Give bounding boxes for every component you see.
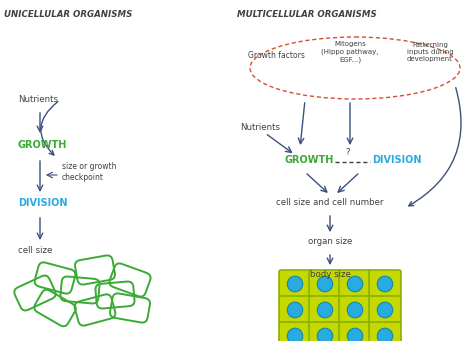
- FancyBboxPatch shape: [369, 296, 401, 324]
- Text: GROWTH: GROWTH: [285, 155, 334, 165]
- Text: cell size and cell number: cell size and cell number: [276, 198, 384, 207]
- FancyArrowPatch shape: [409, 88, 461, 206]
- Ellipse shape: [317, 302, 333, 318]
- Ellipse shape: [377, 328, 392, 341]
- Text: Mitogens
(Hippo pathway,
EGF...): Mitogens (Hippo pathway, EGF...): [321, 41, 379, 63]
- Text: Nutrients: Nutrients: [240, 123, 280, 133]
- FancyBboxPatch shape: [279, 270, 311, 298]
- Text: Growth factors: Growth factors: [247, 50, 304, 59]
- Ellipse shape: [347, 302, 363, 318]
- Ellipse shape: [347, 276, 363, 292]
- Text: Nutrients: Nutrients: [18, 95, 58, 104]
- FancyBboxPatch shape: [339, 296, 371, 324]
- FancyBboxPatch shape: [309, 270, 341, 298]
- FancyBboxPatch shape: [339, 270, 371, 298]
- Text: GROWTH: GROWTH: [18, 140, 67, 150]
- Ellipse shape: [287, 328, 303, 341]
- Text: size or growth
checkpoint: size or growth checkpoint: [62, 162, 117, 182]
- FancyBboxPatch shape: [309, 322, 341, 341]
- FancyBboxPatch shape: [279, 296, 311, 324]
- FancyBboxPatch shape: [279, 322, 311, 341]
- Text: DIVISION: DIVISION: [372, 155, 421, 165]
- Text: body size: body size: [310, 270, 350, 279]
- FancyBboxPatch shape: [369, 322, 401, 341]
- FancyArrowPatch shape: [41, 102, 58, 155]
- Text: UNICELLULAR ORGANISMS: UNICELLULAR ORGANISMS: [4, 10, 132, 19]
- Ellipse shape: [287, 276, 303, 292]
- Text: DIVISION: DIVISION: [18, 198, 67, 208]
- Text: organ size: organ size: [308, 237, 352, 246]
- Ellipse shape: [347, 328, 363, 341]
- Text: cell size: cell size: [18, 246, 52, 255]
- FancyBboxPatch shape: [339, 322, 371, 341]
- Ellipse shape: [377, 276, 392, 292]
- Text: MULTICELLULAR ORGANISMS: MULTICELLULAR ORGANISMS: [237, 10, 377, 19]
- FancyBboxPatch shape: [369, 270, 401, 298]
- Text: Patterning
inputs during
development: Patterning inputs during development: [407, 42, 453, 62]
- Text: ?: ?: [346, 148, 350, 157]
- Ellipse shape: [287, 302, 303, 318]
- FancyBboxPatch shape: [309, 296, 341, 324]
- Ellipse shape: [317, 328, 333, 341]
- Ellipse shape: [317, 276, 333, 292]
- Ellipse shape: [377, 302, 392, 318]
